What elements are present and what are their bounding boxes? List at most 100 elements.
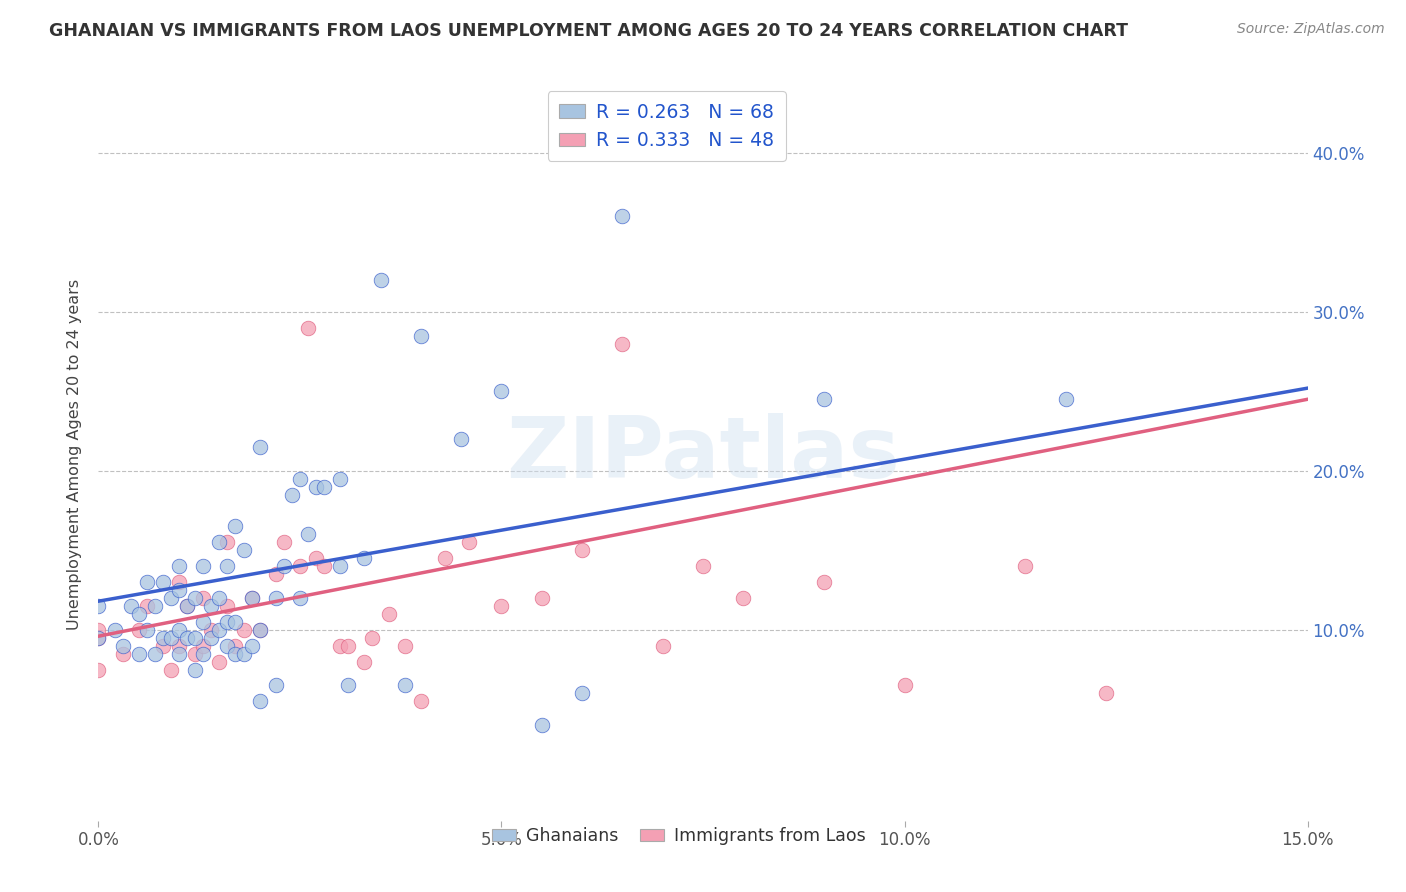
Point [612,336,634,351]
Text: ZIPatlas: ZIPatlas [506,413,900,497]
Point [1054,392,1077,407]
Point [893,678,915,692]
Point [329,639,352,653]
Point [87,599,110,613]
Point [297,320,319,334]
Legend: Ghanaians, Immigrants from Laos: Ghanaians, Immigrants from Laos [485,821,873,852]
Point [193,591,215,605]
Point [128,607,150,621]
Point [314,559,336,574]
Point [264,591,287,605]
Point [329,559,352,574]
Point [249,623,271,637]
Point [288,559,311,574]
Point [111,647,134,661]
Point [176,599,198,613]
Point [337,678,360,692]
Point [184,591,207,605]
Point [176,599,198,613]
Point [491,599,513,613]
Point [208,655,231,669]
Point [184,663,207,677]
Point [160,631,183,645]
Text: Source: ZipAtlas.com: Source: ZipAtlas.com [1237,22,1385,37]
Point [394,678,416,692]
Point [361,631,384,645]
Point [571,686,593,700]
Point [1095,686,1118,700]
Point [288,591,311,605]
Point [128,623,150,637]
Point [314,480,336,494]
Point [176,631,198,645]
Point [193,639,215,653]
Point [152,575,174,590]
Point [450,432,472,446]
Point [434,551,457,566]
Y-axis label: Unemployment Among Ages 20 to 24 years: Unemployment Among Ages 20 to 24 years [67,279,83,631]
Point [224,519,246,533]
Text: GHANAIAN VS IMMIGRANTS FROM LAOS UNEMPLOYMENT AMONG AGES 20 TO 24 YEARS CORRELAT: GHANAIAN VS IMMIGRANTS FROM LAOS UNEMPLO… [49,22,1128,40]
Point [128,647,150,661]
Point [217,639,239,653]
Point [813,392,835,407]
Point [160,591,183,605]
Point [249,440,271,454]
Point [135,575,157,590]
Point [200,631,222,645]
Point [530,718,553,732]
Point [305,551,328,566]
Point [232,623,254,637]
Point [103,623,125,637]
Point [167,623,190,637]
Point [571,543,593,558]
Point [273,559,295,574]
Point [813,575,835,590]
Point [297,527,319,541]
Point [273,535,295,549]
Point [208,535,231,549]
Point [193,615,215,629]
Point [224,615,246,629]
Point [200,623,222,637]
Point [651,639,673,653]
Point [111,639,134,653]
Point [160,663,183,677]
Point [87,631,110,645]
Point [152,631,174,645]
Point [217,535,239,549]
Point [240,591,263,605]
Point [692,559,714,574]
Point [491,384,513,399]
Point [87,623,110,637]
Point [87,631,110,645]
Point [1014,559,1036,574]
Point [530,591,553,605]
Point [87,663,110,677]
Point [217,559,239,574]
Point [152,639,174,653]
Point [240,591,263,605]
Point [167,639,190,653]
Point [135,599,157,613]
Point [288,472,311,486]
Point [193,647,215,661]
Point [733,591,755,605]
Point [458,535,481,549]
Point [167,647,190,661]
Point [370,273,392,287]
Point [184,631,207,645]
Point [135,623,157,637]
Point [224,639,246,653]
Point [143,599,166,613]
Point [208,623,231,637]
Point [167,559,190,574]
Point [232,543,254,558]
Point [264,567,287,582]
Point [224,647,246,661]
Point [232,647,254,661]
Point [217,615,239,629]
Point [281,488,304,502]
Point [353,551,375,566]
Point [193,559,215,574]
